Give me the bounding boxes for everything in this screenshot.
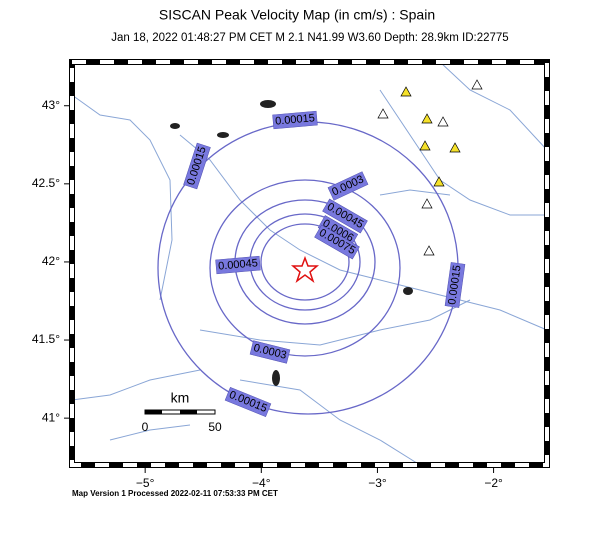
contour-label: 0.00015 (444, 262, 466, 308)
reservoirs (170, 100, 413, 386)
x-tick-label: −5° (136, 476, 155, 490)
scale-unit: km (171, 390, 190, 406)
title: SISCAN Peak Velocity Map (in cm/s) : Spa… (159, 7, 435, 23)
x-tick-label: −2° (484, 476, 503, 490)
y-tick-label: 41.5° (32, 332, 60, 346)
contour-label-text: 0.00015 (446, 264, 463, 305)
contour-label-box (215, 255, 261, 275)
y-tick-label: 41° (42, 410, 60, 424)
frame-checks (70, 60, 549, 467)
contour-label: 0.00045 (215, 255, 261, 275)
map-area (72, 62, 547, 465)
scale-label: 50 (208, 420, 222, 434)
x-tick-label: −4° (252, 476, 271, 490)
epicenter (290, 255, 320, 284)
contour-label-text: 0.00015 (275, 112, 316, 127)
contour-label-text: 0.00045 (218, 257, 259, 272)
x-tick-label: −3° (368, 476, 387, 490)
contour-label: 0.0003 (249, 340, 291, 364)
contour-label-box (183, 142, 211, 190)
y-tick-label: 42° (42, 254, 60, 268)
contour-label-box (249, 340, 291, 364)
contour-label-box (322, 198, 368, 234)
footer: Map Version 1 Processed 2022-02-11 07:53… (72, 489, 278, 498)
y-tick-label: 42.5° (32, 176, 60, 190)
scale-label: 0 (142, 420, 149, 434)
contour-label-box (314, 224, 360, 260)
stations (377, 79, 483, 256)
contour (209, 179, 401, 357)
contour-label-box (327, 171, 369, 201)
contour-label: 0.00015 (272, 110, 318, 130)
rivers (71, 61, 548, 466)
contour (260, 223, 350, 301)
contour-label-box (272, 110, 318, 130)
contour-label-box (224, 386, 272, 418)
subtitle: Jan 18, 2022 01:48:27 PM CET M 2.1 N41.9… (111, 32, 508, 44)
contour-label-box (444, 262, 466, 308)
scale-bar: km 0 50 (142, 390, 222, 434)
y-tick-label: 43° (42, 98, 60, 112)
